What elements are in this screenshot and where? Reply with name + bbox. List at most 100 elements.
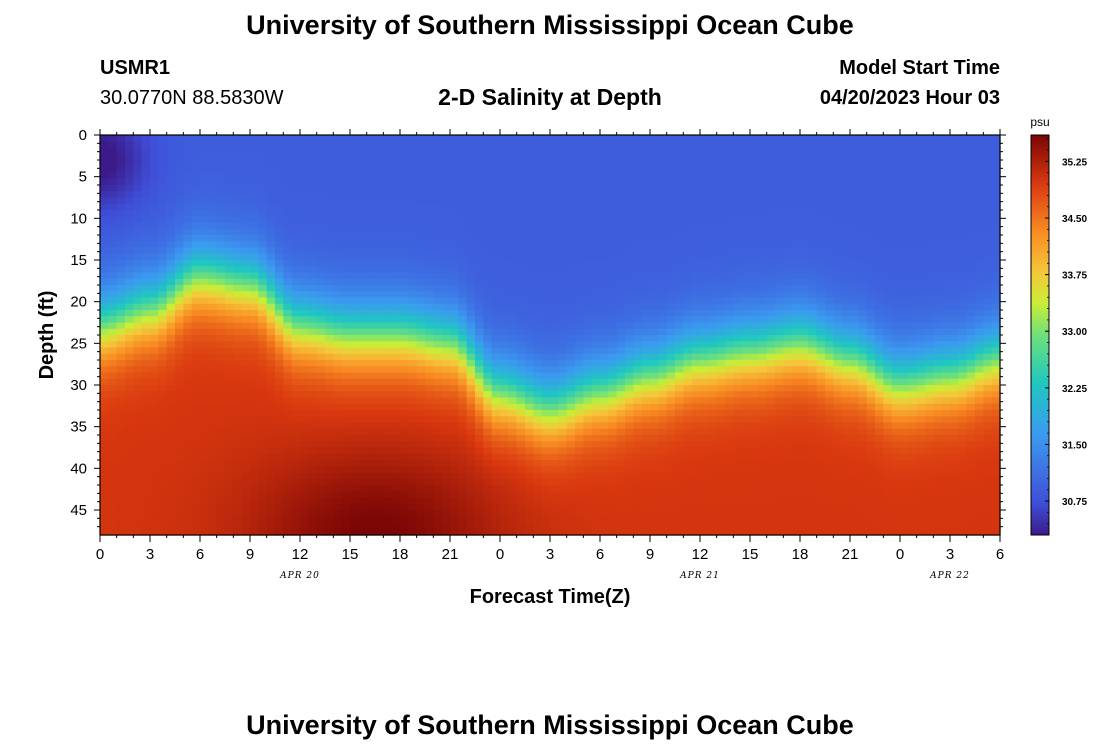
heatmap-cell <box>200 210 209 217</box>
heatmap-cell <box>225 385 234 392</box>
heatmap-cell <box>108 422 118 430</box>
heatmap-cell <box>125 260 134 267</box>
heatmap-cell <box>533 503 543 511</box>
heatmap-cell <box>150 397 159 405</box>
heatmap-cell <box>500 260 509 267</box>
heatmap-cell <box>675 272 684 280</box>
heatmap-cell <box>633 366 643 374</box>
heatmap-cell <box>716 510 726 517</box>
heatmap-cell <box>583 428 593 436</box>
heatmap-cell <box>166 360 176 367</box>
heatmap-cell <box>641 485 651 492</box>
heatmap-cell <box>458 160 468 167</box>
heatmap-cell <box>650 341 659 349</box>
heatmap-cell <box>491 472 501 480</box>
heatmap-cell <box>191 328 201 336</box>
heatmap-cell <box>608 135 618 142</box>
heatmap-cell <box>350 197 359 205</box>
heatmap-cell <box>225 185 234 192</box>
heatmap-cell <box>550 510 559 517</box>
heatmap-cell <box>666 422 676 430</box>
heatmap-cell <box>266 297 276 305</box>
heatmap-cell <box>166 478 176 486</box>
heatmap-cell <box>200 410 209 417</box>
heatmap-cell <box>233 422 243 430</box>
heatmap-cell <box>441 147 451 155</box>
heatmap-cell <box>733 435 743 442</box>
heatmap-cell <box>275 135 284 142</box>
heatmap-cell <box>725 366 734 374</box>
heatmap-cell <box>200 335 209 342</box>
heatmap-cell <box>575 297 584 305</box>
heatmap-cell <box>341 328 351 336</box>
heatmap-cell <box>583 247 593 255</box>
heatmap-cell <box>283 272 293 280</box>
heatmap-cell <box>633 397 643 405</box>
heatmap-cell <box>450 160 459 167</box>
heatmap-cell <box>741 410 751 417</box>
heatmap-cell <box>166 397 176 405</box>
heatmap-cell <box>291 478 301 486</box>
heatmap-cell <box>491 216 501 224</box>
heatmap-cell <box>266 322 276 330</box>
heatmap-cell <box>700 241 709 249</box>
heatmap-cell <box>208 522 218 530</box>
heatmap-cell <box>516 497 526 505</box>
heatmap-cell <box>391 447 401 455</box>
heatmap-cell <box>466 478 476 486</box>
heatmap-cell <box>425 441 434 449</box>
heatmap-cell <box>525 153 534 161</box>
heatmap-cell <box>483 485 493 492</box>
heatmap-cell <box>741 328 751 336</box>
heatmap-cell <box>433 428 443 436</box>
heatmap-cell <box>633 478 643 486</box>
heatmap-cell <box>300 291 309 299</box>
heatmap-cell <box>525 528 534 536</box>
heatmap-cell <box>125 491 134 499</box>
heatmap-cell <box>150 447 159 455</box>
heatmap-cell <box>191 385 201 392</box>
heatmap-cell <box>325 372 334 380</box>
heatmap-cell <box>275 272 284 280</box>
heatmap-cell <box>600 185 609 192</box>
heatmap-cell <box>708 297 718 305</box>
heatmap-cell <box>200 197 209 205</box>
heatmap-cell <box>658 347 668 355</box>
heatmap-cell <box>183 416 193 424</box>
heatmap-cell <box>166 472 176 480</box>
heatmap-cell <box>158 447 168 455</box>
heatmap-cell <box>525 372 534 380</box>
heatmap-cell <box>716 403 726 411</box>
heatmap-cell <box>541 360 551 367</box>
heatmap-cell <box>225 247 234 255</box>
heatmap-cell <box>608 391 618 399</box>
heatmap-cell <box>358 210 368 217</box>
heatmap-cell <box>391 160 401 167</box>
heatmap-cell <box>191 216 201 224</box>
heatmap-cell <box>366 360 376 367</box>
heatmap-cell <box>291 303 301 311</box>
heatmap-cell <box>616 247 626 255</box>
heatmap-cell <box>666 216 676 224</box>
heatmap-cell <box>733 353 743 361</box>
heatmap-cell <box>425 422 434 430</box>
heatmap-cell <box>675 247 684 255</box>
heatmap-cell <box>316 416 326 424</box>
heatmap-cell <box>241 185 251 192</box>
heatmap-cell <box>683 478 693 486</box>
heatmap-cell <box>150 522 159 530</box>
heatmap-cell <box>100 416 109 424</box>
heatmap-cell <box>375 478 384 486</box>
heatmap-cell <box>258 347 268 355</box>
heatmap-cell <box>175 428 184 436</box>
heatmap-cell <box>316 278 326 286</box>
heatmap-cell <box>483 366 493 374</box>
heatmap-cell <box>208 185 218 192</box>
heatmap-cell <box>483 422 493 430</box>
heatmap-cell <box>458 497 468 505</box>
heatmap-cell <box>158 216 168 224</box>
heatmap-cell <box>708 347 718 355</box>
heatmap-cell <box>666 166 676 174</box>
heatmap-cell <box>225 472 234 480</box>
heatmap-cell <box>116 278 126 286</box>
